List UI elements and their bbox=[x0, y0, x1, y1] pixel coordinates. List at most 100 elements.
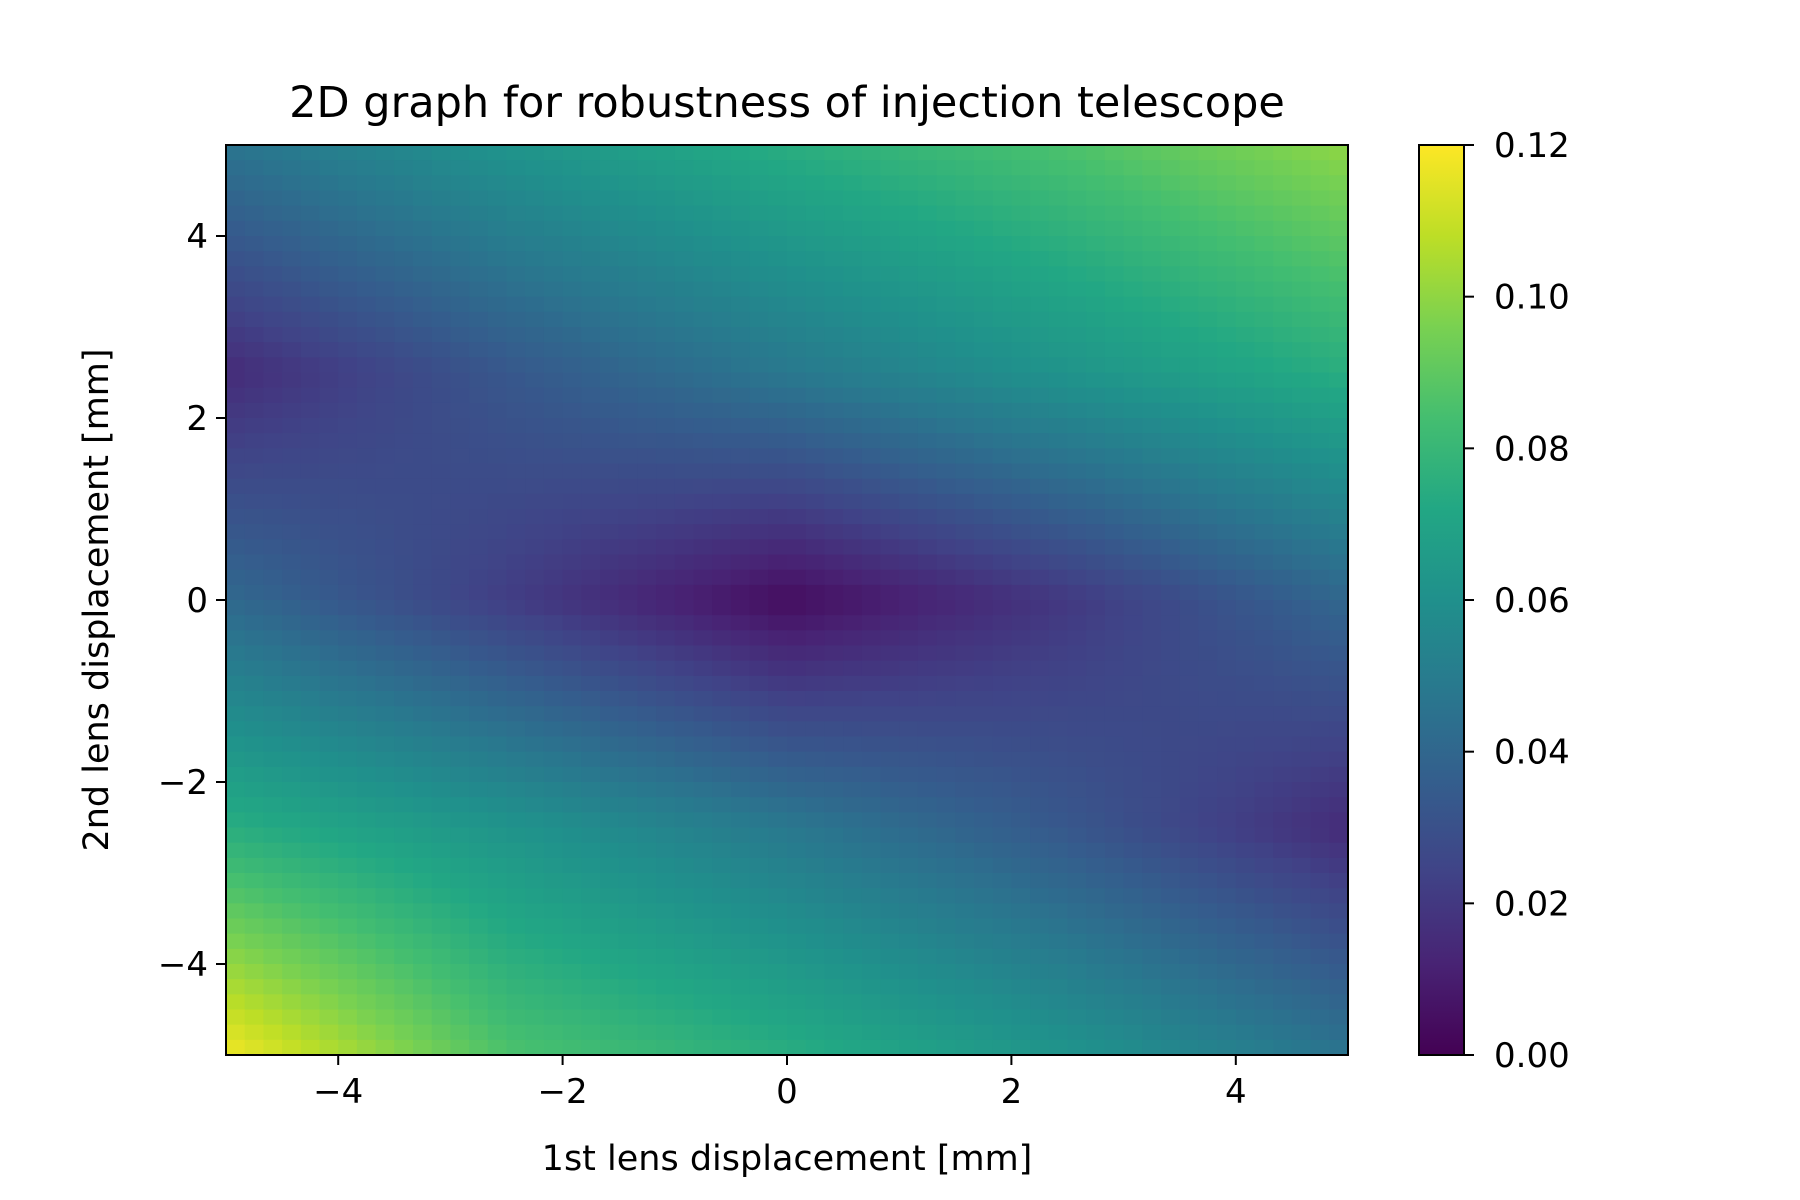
heatmap-cell bbox=[917, 933, 938, 950]
heatmap-cell bbox=[974, 236, 994, 252]
heatmap-cell bbox=[413, 782, 433, 798]
heatmap-cell bbox=[487, 691, 508, 707]
heatmap-cell bbox=[282, 873, 302, 889]
heatmap-cell bbox=[861, 554, 882, 571]
heatmap-cell bbox=[1123, 782, 1143, 798]
heatmap-cell bbox=[525, 554, 545, 571]
heatmap-cell bbox=[992, 903, 1012, 920]
heatmap-cell bbox=[263, 569, 283, 586]
heatmap-cell bbox=[805, 873, 825, 889]
heatmap-cell bbox=[843, 387, 863, 404]
heatmap-cell bbox=[562, 675, 582, 692]
heatmap-cell bbox=[899, 600, 919, 616]
heatmap-cell bbox=[1161, 342, 1181, 358]
heatmap-cell bbox=[1198, 994, 1218, 1011]
heatmap-cell bbox=[992, 766, 1012, 783]
heatmap-cell bbox=[338, 857, 358, 874]
heatmap-cell bbox=[394, 584, 414, 601]
heatmap-cell bbox=[1235, 918, 1256, 935]
heatmap-cell bbox=[562, 979, 582, 995]
heatmap-cell bbox=[843, 751, 863, 768]
heatmap-cell bbox=[469, 645, 489, 662]
heatmap-cell bbox=[487, 903, 508, 920]
heatmap-cell bbox=[1217, 600, 1237, 616]
heatmap-cell bbox=[674, 584, 695, 601]
heatmap-cell bbox=[1198, 418, 1218, 434]
heatmap-cell bbox=[1048, 1024, 1069, 1041]
heatmap-cell bbox=[674, 964, 695, 980]
heatmap-cell bbox=[600, 857, 620, 874]
heatmap-cell bbox=[656, 857, 676, 874]
heatmap-cell bbox=[618, 387, 638, 404]
heatmap-cell bbox=[693, 281, 713, 298]
heatmap-cell bbox=[992, 706, 1012, 722]
heatmap-cell bbox=[618, 736, 638, 753]
heatmap-cell bbox=[319, 251, 339, 267]
heatmap-cell bbox=[1179, 736, 1199, 753]
heatmap-cell bbox=[1161, 888, 1181, 904]
heatmap-cell bbox=[936, 645, 956, 662]
heatmap-cell bbox=[543, 372, 564, 389]
heatmap-cell bbox=[263, 357, 283, 374]
heatmap-cell bbox=[805, 311, 825, 328]
heatmap-cell bbox=[861, 281, 882, 298]
heatmap-cell bbox=[749, 842, 769, 859]
heatmap-cell bbox=[1198, 888, 1218, 904]
heatmap-cell bbox=[1030, 327, 1050, 343]
heatmap-cell bbox=[843, 402, 863, 419]
heatmap-cell bbox=[843, 933, 863, 950]
heatmap-cell bbox=[506, 645, 526, 662]
heatmap-cell bbox=[469, 372, 489, 389]
heatmap-cell bbox=[749, 888, 769, 904]
heatmap-cell bbox=[787, 357, 807, 374]
heatmap-cell bbox=[955, 827, 975, 844]
heatmap-cell bbox=[1067, 645, 1087, 662]
heatmap-cell bbox=[600, 918, 620, 935]
heatmap-cell bbox=[525, 372, 545, 389]
heatmap-cell bbox=[1086, 433, 1106, 449]
heatmap-cell bbox=[226, 751, 246, 768]
heatmap-cell bbox=[1235, 964, 1256, 980]
heatmap-cell bbox=[843, 766, 863, 783]
heatmap-cell bbox=[1086, 948, 1106, 965]
heatmap-cell bbox=[768, 357, 788, 374]
heatmap-cell bbox=[618, 342, 638, 358]
heatmap-cell bbox=[1086, 372, 1106, 389]
heatmap-cell bbox=[394, 433, 414, 449]
heatmap-cell bbox=[263, 615, 283, 631]
heatmap-cell bbox=[618, 888, 638, 904]
heatmap-cell bbox=[861, 751, 882, 768]
heatmap-cell bbox=[1086, 600, 1106, 616]
heatmap-cell bbox=[955, 1024, 975, 1041]
heatmap-cell bbox=[244, 827, 264, 844]
heatmap-cell bbox=[730, 266, 751, 283]
heatmap-cell bbox=[506, 160, 526, 176]
heatmap-cell bbox=[487, 1009, 508, 1026]
heatmap-cell bbox=[450, 979, 470, 995]
heatmap-cell bbox=[1011, 493, 1031, 510]
heatmap-cell bbox=[843, 736, 863, 753]
heatmap-cell bbox=[749, 857, 769, 874]
heatmap-cell bbox=[413, 205, 433, 222]
heatmap-cell bbox=[1011, 342, 1031, 358]
heatmap-cell bbox=[1030, 205, 1050, 222]
heatmap-cell bbox=[413, 418, 433, 434]
heatmap-cell bbox=[787, 721, 807, 738]
heatmap-cell bbox=[1310, 812, 1330, 829]
heatmap-cell bbox=[1235, 251, 1256, 267]
heatmap-cell bbox=[805, 357, 825, 374]
heatmap-cell bbox=[1048, 979, 1069, 995]
heatmap-cell bbox=[431, 509, 451, 525]
heatmap-cell bbox=[1179, 342, 1199, 358]
heatmap-cell bbox=[506, 948, 526, 965]
heatmap-cell bbox=[1142, 857, 1162, 874]
heatmap-cell bbox=[1235, 463, 1256, 480]
heatmap-cell bbox=[282, 615, 302, 631]
heatmap-cell bbox=[263, 251, 283, 267]
heatmap-cell bbox=[1123, 296, 1143, 313]
heatmap-cell bbox=[600, 888, 620, 904]
heatmap-cell bbox=[637, 524, 657, 540]
heatmap-cell bbox=[917, 418, 938, 434]
heatmap-cell bbox=[300, 660, 321, 677]
heatmap-cell bbox=[356, 175, 377, 192]
